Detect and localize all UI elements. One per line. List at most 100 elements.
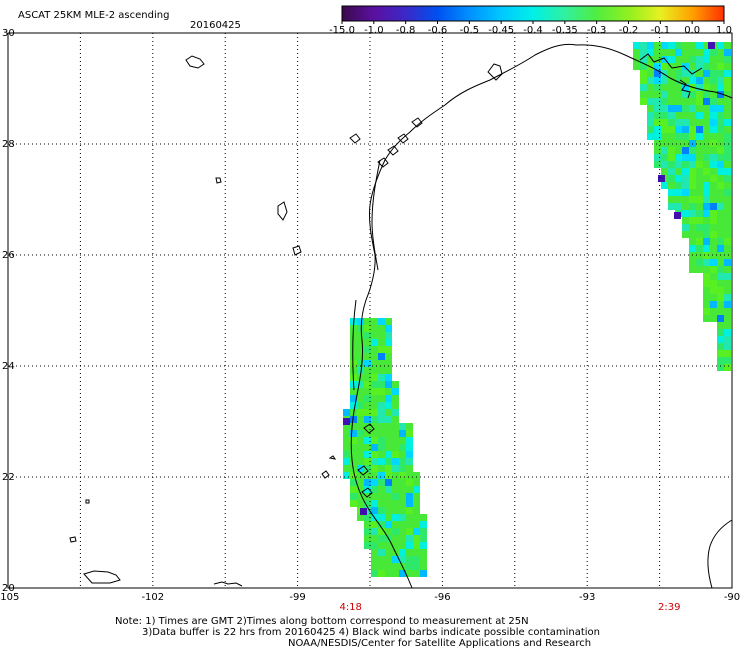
swath-cell [385,339,392,346]
swath-cell [668,133,675,140]
swath-cell [371,353,378,360]
swath-cell [385,402,392,409]
swath-cell [350,444,357,451]
swath-cell [682,126,689,133]
swath-cell [710,119,717,126]
swath-cell [364,451,371,458]
swath-cell [703,245,710,252]
swath-cell [668,42,675,49]
swath-cell [724,266,731,273]
swath-cell [364,360,371,367]
swath-cell [675,119,682,126]
swath-cell [724,350,731,357]
swath-cell [371,521,378,528]
swath-cell [703,273,710,280]
swath-cell [696,112,703,119]
inland-lake [215,177,222,184]
swath-cell [357,479,364,486]
swath-cell [371,528,378,535]
swath-cell [675,112,682,119]
swath-cell [689,56,696,63]
swath-cell [654,147,661,154]
swath-cell [689,182,696,189]
swath-cell [682,154,689,161]
swath-cell [675,182,682,189]
swath-cell [364,381,371,388]
swath-cell [357,423,364,430]
swath-cell [675,147,682,154]
swath-cell [717,98,724,105]
swath-cell [675,154,682,161]
swath-cell [696,217,703,224]
swath-cell [392,458,399,465]
colorbar-label: -0.1 [651,25,671,36]
swath-cell [378,367,385,374]
swath-cell [668,175,675,182]
swath-cell [717,91,724,98]
swath-cell [724,203,731,210]
swath-cell [710,161,717,168]
swath-cell [682,217,689,224]
swath-cell [392,465,399,472]
swath-cell [406,451,413,458]
swath-cell [357,402,364,409]
colorbar-label: -0.35 [552,25,578,36]
swath-cell [675,196,682,203]
y-tick-label: 22 [2,472,15,483]
swath-cell [696,133,703,140]
swath-cell [385,479,392,486]
swath-cell [654,84,661,91]
swath-cell [668,70,675,77]
swath-cell [385,465,392,472]
swath-cell [689,63,696,70]
swath-cell [633,56,640,63]
swath-cell [371,493,378,500]
swath-cell [371,381,378,388]
swath-cell [385,437,392,444]
swath-cell [689,77,696,84]
swath-cell [385,451,392,458]
swath-cell [703,217,710,224]
swath-cell [399,521,406,528]
swath-cell [392,542,399,549]
swath-cell [675,126,682,133]
swath-cell [343,465,350,472]
swath-cell [357,500,364,507]
swath-cell [357,444,364,451]
swath-cell [350,430,357,437]
swath-cell [724,140,731,147]
swath-cell [364,367,371,374]
swath-cell [392,507,399,514]
swath-cell [654,154,661,161]
swath-cell [406,528,413,535]
swath-cell [682,168,689,175]
swath-cell [640,70,647,77]
swath-cell [371,367,378,374]
swath-cell [703,49,710,56]
swath-cell [675,203,682,210]
swath-cell [717,56,724,63]
swath-cell [392,528,399,535]
swath-cell [703,140,710,147]
x-tick-label: -90 [724,592,740,603]
swath-cell [717,217,724,224]
swath-cell [399,451,406,458]
swath-cell [661,126,668,133]
swath-cell [385,423,392,430]
swath-cell [724,105,731,112]
swath-cell [413,507,420,514]
swath-cell [661,91,668,98]
swath-cell [399,465,406,472]
swath-cell [724,119,731,126]
swath-cell [350,472,357,479]
swath-cell [696,168,703,175]
swath-cell [378,402,385,409]
swath-cell [696,161,703,168]
swath-cell [661,112,668,119]
colorbar [341,5,725,22]
swath-cell [371,507,378,514]
swath-cell [696,182,703,189]
note-line-2: 3)Data buffer is 22 hrs from 20160425 4)… [142,627,600,638]
swath-cell [343,444,350,451]
swath-cell [717,329,724,336]
